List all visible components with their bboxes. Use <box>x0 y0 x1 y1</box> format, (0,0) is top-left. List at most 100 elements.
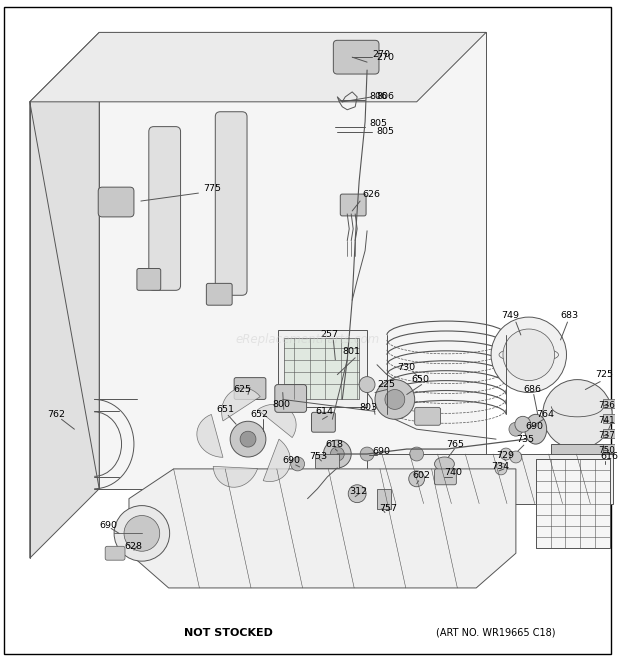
Text: 803: 803 <box>359 403 377 412</box>
Circle shape <box>291 457 304 471</box>
Text: 741: 741 <box>598 416 615 425</box>
FancyBboxPatch shape <box>234 377 266 399</box>
Text: 805: 805 <box>376 127 394 136</box>
FancyBboxPatch shape <box>149 127 180 290</box>
Polygon shape <box>257 405 296 438</box>
Circle shape <box>500 448 512 460</box>
FancyBboxPatch shape <box>98 187 134 217</box>
Circle shape <box>359 377 375 393</box>
Text: 730: 730 <box>397 363 415 372</box>
Text: 735: 735 <box>516 435 534 444</box>
Ellipse shape <box>435 457 454 471</box>
Text: 765: 765 <box>446 440 464 449</box>
Bar <box>377 488 391 508</box>
Text: 806: 806 <box>376 93 394 101</box>
Circle shape <box>324 440 351 468</box>
Bar <box>603 399 615 408</box>
Circle shape <box>330 447 344 461</box>
Circle shape <box>542 379 612 449</box>
Text: 651: 651 <box>216 405 234 414</box>
Circle shape <box>114 506 170 561</box>
FancyBboxPatch shape <box>435 469 456 485</box>
Text: 775: 775 <box>203 184 221 192</box>
Text: 806: 806 <box>369 93 387 101</box>
Polygon shape <box>30 32 486 102</box>
Text: 602: 602 <box>413 471 431 481</box>
FancyBboxPatch shape <box>415 407 440 425</box>
Circle shape <box>360 447 374 461</box>
Circle shape <box>375 379 415 419</box>
Text: 225: 225 <box>377 380 395 389</box>
Circle shape <box>509 422 523 436</box>
FancyBboxPatch shape <box>137 268 161 290</box>
Text: 750: 750 <box>598 446 615 455</box>
Polygon shape <box>263 439 290 482</box>
Circle shape <box>410 447 423 461</box>
Text: 749: 749 <box>501 311 519 320</box>
FancyBboxPatch shape <box>340 194 366 216</box>
Text: 614: 614 <box>316 407 334 416</box>
Bar <box>278 330 367 407</box>
Text: 650: 650 <box>412 375 430 384</box>
Bar <box>551 444 610 459</box>
Text: 800: 800 <box>273 400 291 409</box>
Text: 690: 690 <box>99 521 117 530</box>
Ellipse shape <box>525 414 547 444</box>
Text: 270: 270 <box>376 53 394 61</box>
Text: 628: 628 <box>124 542 142 551</box>
Polygon shape <box>197 414 223 457</box>
Bar <box>603 429 615 438</box>
FancyBboxPatch shape <box>334 40 379 74</box>
Text: eReplacementParts.com: eReplacementParts.com <box>236 333 379 346</box>
Text: (ART NO. WR19665 C18): (ART NO. WR19665 C18) <box>436 627 556 638</box>
Text: 686: 686 <box>524 385 542 394</box>
Text: 729: 729 <box>496 451 514 459</box>
Text: 753: 753 <box>309 453 327 461</box>
Bar <box>316 454 339 468</box>
Text: 257: 257 <box>321 330 339 340</box>
Circle shape <box>230 421 266 457</box>
Text: 690: 690 <box>372 447 390 455</box>
Circle shape <box>491 317 567 393</box>
Polygon shape <box>129 469 516 588</box>
Text: 616: 616 <box>600 453 618 461</box>
Text: NOT STOCKED: NOT STOCKED <box>184 627 273 638</box>
Circle shape <box>510 451 522 463</box>
Text: 736: 736 <box>598 401 615 410</box>
Text: 683: 683 <box>560 311 578 320</box>
Polygon shape <box>213 467 257 487</box>
Text: 762: 762 <box>48 410 66 419</box>
Text: 652: 652 <box>250 410 268 419</box>
Text: 737: 737 <box>598 431 615 440</box>
Circle shape <box>348 485 366 502</box>
Polygon shape <box>99 32 486 488</box>
Text: 764: 764 <box>536 410 554 419</box>
Text: 618: 618 <box>326 440 343 449</box>
Bar <box>603 414 615 423</box>
Text: 690: 690 <box>526 422 544 431</box>
FancyBboxPatch shape <box>206 284 232 305</box>
Text: 270: 270 <box>372 50 390 59</box>
Circle shape <box>495 463 507 475</box>
Bar <box>536 459 610 548</box>
Text: 805: 805 <box>369 119 387 128</box>
Polygon shape <box>30 32 99 558</box>
Text: 734: 734 <box>491 463 509 471</box>
FancyBboxPatch shape <box>311 412 335 432</box>
Circle shape <box>240 431 256 447</box>
Polygon shape <box>221 388 260 421</box>
Circle shape <box>124 516 160 551</box>
Text: 626: 626 <box>362 190 380 198</box>
Circle shape <box>515 416 531 432</box>
Text: 740: 740 <box>445 469 463 477</box>
FancyBboxPatch shape <box>215 112 247 295</box>
Text: 625: 625 <box>233 385 251 394</box>
Circle shape <box>503 329 554 381</box>
Bar <box>284 338 359 399</box>
FancyBboxPatch shape <box>275 385 306 412</box>
Text: 690: 690 <box>283 457 301 465</box>
Text: 757: 757 <box>379 504 397 513</box>
Bar <box>367 454 613 504</box>
Circle shape <box>385 389 405 409</box>
Bar <box>603 444 615 453</box>
